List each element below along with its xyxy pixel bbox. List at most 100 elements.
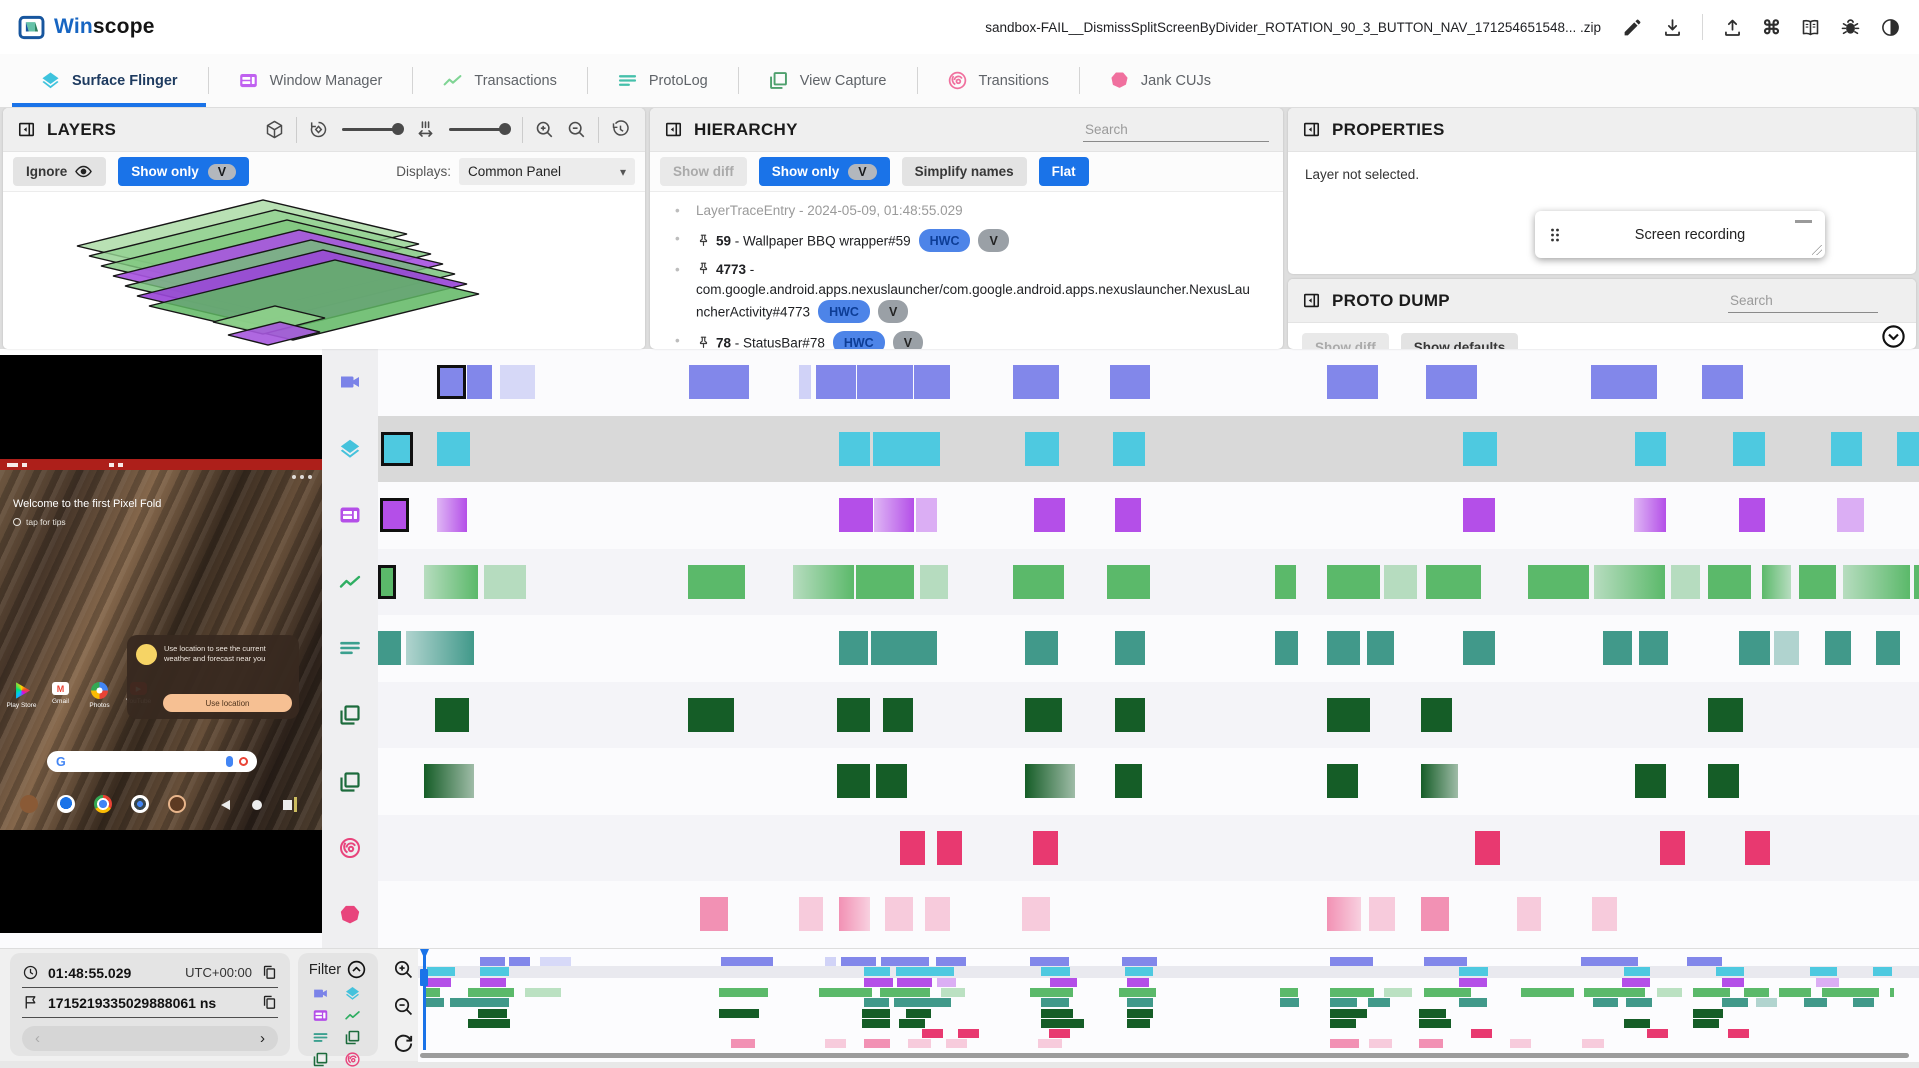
trace-entry-block[interactable] [1527,564,1590,599]
trace-entry-block[interactable] [1106,564,1151,599]
timeline-zoom-in-icon[interactable] [392,958,415,981]
trace-entry-block[interactable] [1114,764,1143,799]
trace-entry-block[interactable] [1022,897,1050,932]
tab-jank-cujs[interactable]: Jank CUJs [1078,54,1241,107]
ignore-button[interactable]: Ignore [13,157,107,186]
expand-panel-chevron-icon[interactable] [1880,323,1907,349]
trace-entry-block[interactable] [1113,431,1146,466]
copy-timestamp-icon[interactable] [261,994,278,1011]
trace-entry-block[interactable] [1635,431,1667,466]
trace-entry-block[interactable] [1670,564,1701,599]
3d-view-icon[interactable] [264,119,285,140]
trace-entry-block[interactable] [1421,764,1459,799]
trace-entry-block[interactable] [1462,431,1497,466]
trace-entry-block[interactable] [937,830,963,865]
trace-entry-block[interactable] [1327,631,1360,666]
edit-icon[interactable] [1622,17,1643,38]
trace-entry-block[interactable] [436,498,468,533]
collapse-panel-icon[interactable] [664,120,683,139]
trace-entry-block[interactable] [857,365,913,399]
displays-select[interactable]: Common Panel ▾ [459,158,635,185]
viewcapture-filter-icon[interactable] [344,1029,361,1046]
pin-icon[interactable] [696,233,711,248]
trace-entry-block[interactable] [1114,697,1146,732]
trace-entry-block[interactable] [871,631,938,666]
drag-handle-icon[interactable] [1545,225,1565,245]
timeline-overview[interactable] [418,949,1919,1062]
trace-entry-block[interactable] [1368,897,1396,932]
hierarchy-search-input[interactable] [1083,117,1269,142]
trace-entry-block[interactable] [1897,431,1919,466]
videocam-filter-icon[interactable] [312,985,329,1002]
collapse-filter-chevron-icon[interactable] [346,959,367,980]
zoom-in-icon[interactable] [534,119,555,140]
trace-entry-block[interactable] [689,365,750,399]
trace-entry-block[interactable] [1025,764,1075,799]
collapse-panel-icon[interactable] [1302,291,1321,310]
trace-entry-block[interactable] [837,764,870,799]
trace-entry-block[interactable] [1327,564,1380,599]
trace-entry-block[interactable] [1774,631,1799,666]
layers-3d-canvas[interactable] [3,192,645,349]
minimize-button[interactable] [1795,220,1812,223]
rotation-slider[interactable] [342,124,404,135]
trace-entry-block[interactable] [883,697,913,732]
trace-entry-block[interactable] [1367,631,1394,666]
trace-entry-block[interactable] [378,631,402,666]
trace-entry-block[interactable] [1638,631,1668,666]
next-entry-arrow[interactable]: › [260,1030,265,1047]
collapse-panel-icon[interactable] [17,120,36,139]
trace-entry-block[interactable] [1327,764,1359,799]
trace-entry-block[interactable] [798,897,824,932]
trace-entry-block[interactable] [436,365,466,399]
trace-entry-block[interactable] [1635,764,1667,799]
trace-entry-block[interactable] [815,365,856,399]
trace-entry-block[interactable] [499,365,536,399]
trace-entry-block[interactable] [1475,830,1500,865]
layers-filter-icon[interactable] [344,985,361,1002]
show-only-button[interactable]: Show only V [758,157,890,186]
tab-window-manager[interactable]: Window Manager [207,54,413,107]
trace-entry-block[interactable] [1707,697,1744,732]
trace-entry-block[interactable] [1875,631,1901,666]
show-defaults-button[interactable]: Show defaults [1400,333,1519,349]
trace-entry-block[interactable] [920,564,949,599]
trace-entry-block[interactable] [1738,498,1765,533]
trace-entry-block[interactable] [1593,564,1665,599]
trace-entry-block[interactable] [838,897,870,932]
trace-entry-block[interactable] [1114,498,1141,533]
trace-entry-block[interactable] [1831,431,1862,466]
trace-entry-block[interactable] [1274,564,1297,599]
transactions-filter-icon[interactable] [344,1007,361,1024]
pin-icon[interactable] [696,335,711,350]
trace-entry-block[interactable] [1109,365,1151,399]
trace-entry-block[interactable] [1462,498,1496,533]
trace-entry-block[interactable] [1914,564,1919,599]
collapse-panel-icon[interactable] [1302,120,1321,139]
trace-entry-block[interactable] [1114,631,1146,666]
trace-entry-block[interactable] [1032,830,1058,865]
trace-entry-block[interactable] [687,697,734,732]
reset-view-icon[interactable] [610,119,631,140]
trace-entry-block[interactable] [838,631,869,666]
prev-entry-arrow[interactable]: ‹ [35,1030,40,1047]
trace-entry-block[interactable] [1707,764,1739,799]
flat-button[interactable]: Flat [1038,157,1089,186]
trace-entry-block[interactable] [915,498,938,533]
documentation-icon[interactable] [1800,17,1821,38]
zoom-out-icon[interactable] [566,119,587,140]
trace-entry-block[interactable] [1590,365,1658,399]
tab-surface-flinger[interactable]: Surface Flinger [10,54,208,107]
timeline-scrollbar[interactable] [420,1053,1909,1058]
transitions-filter-icon[interactable] [344,1051,361,1068]
trace-entry-block[interactable] [792,564,855,599]
trace-entry-block[interactable] [1738,631,1770,666]
show-diff-button[interactable]: Show diff [1302,333,1389,349]
tab-transitions[interactable]: Transitions [916,54,1079,107]
trace-entry-block[interactable] [1421,697,1453,732]
dark-mode-icon[interactable] [1880,17,1901,38]
show-only-button[interactable]: Show only V [118,157,250,186]
trace-entry-block[interactable] [1824,631,1852,666]
trace-entry-block[interactable] [1025,431,1060,466]
copy-time-icon[interactable] [261,964,278,981]
